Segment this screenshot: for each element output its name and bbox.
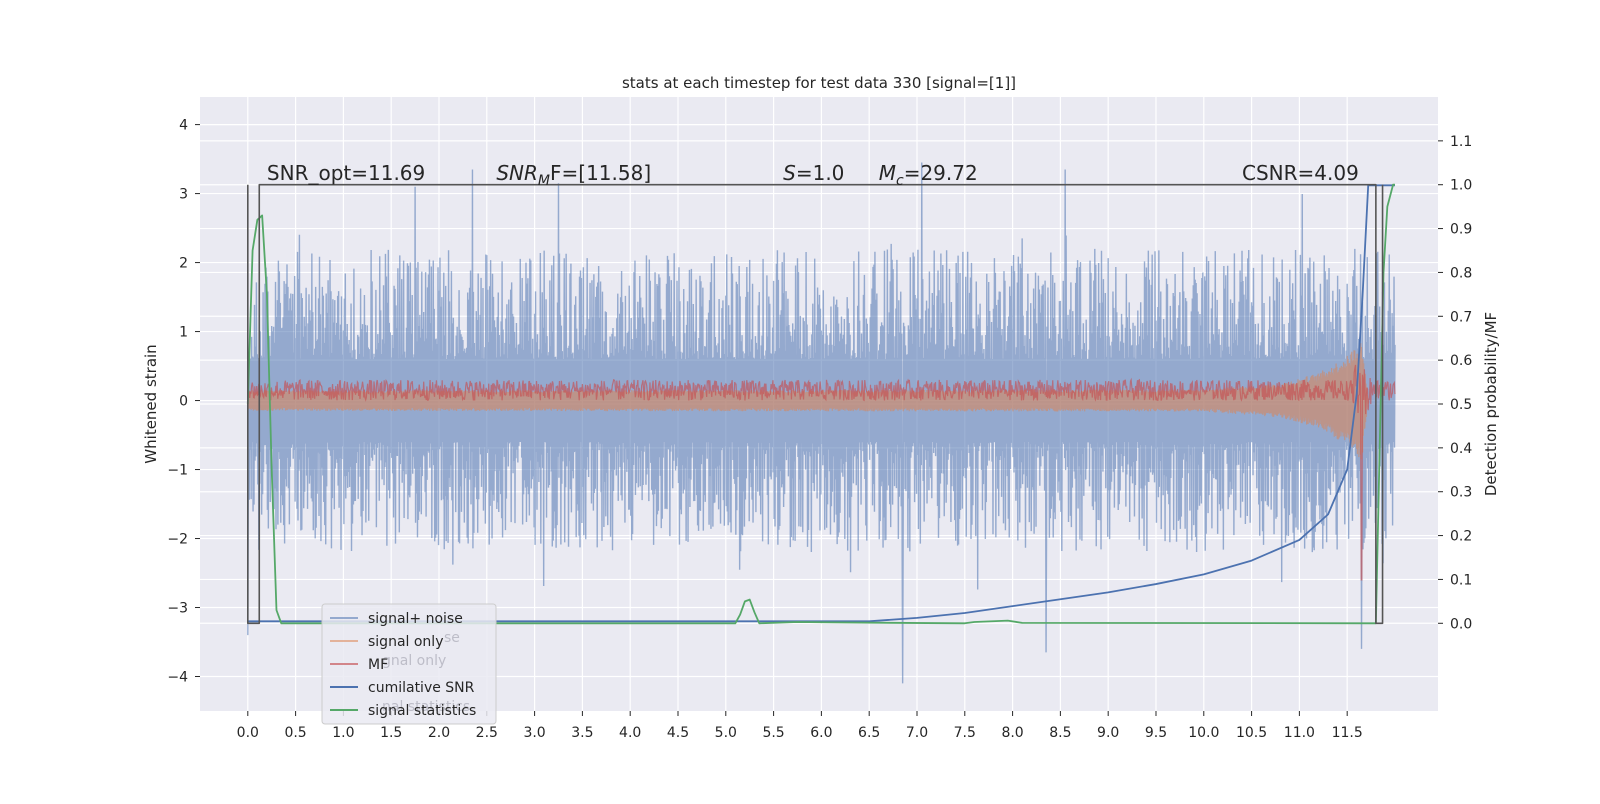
x-tick-label: 10.0 bbox=[1188, 725, 1219, 741]
annotation: SNR_opt=11.69 bbox=[267, 161, 425, 185]
x-tick-label: 3.0 bbox=[523, 725, 545, 741]
y2-tick-label: 0.2 bbox=[1450, 529, 1472, 545]
x-tick-label: 6.0 bbox=[810, 725, 832, 741]
x-tick-label: 1.5 bbox=[380, 725, 402, 741]
series-signal-noise-line bbox=[247, 162, 1396, 684]
y2-tick-label: 0.0 bbox=[1450, 616, 1472, 632]
y-axis-label: Whitened strain bbox=[142, 344, 160, 463]
x-tick-label: 1.0 bbox=[332, 725, 354, 741]
legend-ghost-label: gnal only bbox=[382, 653, 446, 669]
y-tick-labels: 4 3 2 1 0 −1 −2 −3 −4 bbox=[167, 118, 200, 686]
y2-tick-label: 0.5 bbox=[1450, 397, 1472, 413]
x-tick-label: 2.0 bbox=[428, 725, 450, 741]
data-layer bbox=[246, 162, 1396, 684]
y-tick-label: 3 bbox=[179, 187, 188, 203]
y-tick-label: −3 bbox=[167, 601, 188, 617]
series-signal-statistics-line bbox=[246, 183, 1395, 625]
legend-ghost-label: nal statistics bbox=[382, 699, 470, 715]
x-tick-label: 0.0 bbox=[237, 725, 259, 741]
legend-label: cumilative SNR bbox=[368, 680, 475, 696]
y2-tick-label: 1.0 bbox=[1450, 178, 1472, 194]
x-tick-label: 2.5 bbox=[476, 725, 498, 741]
x-tick-label: 9.0 bbox=[1097, 725, 1119, 741]
x-tick-label: 7.0 bbox=[906, 725, 928, 741]
x-tick-label: 0.5 bbox=[284, 725, 306, 741]
legend-label: signal only bbox=[368, 634, 443, 650]
y-tick-label: 0 bbox=[179, 394, 188, 410]
x-tick-labels: 0.0 0.5 1.0 1.5 2.0 2.5 3.0 3.5 4.0 4.5 5.0 5.5 6.0 6… bbox=[237, 711, 1363, 741]
y2-axis-label: Detection probability/MF bbox=[1482, 312, 1500, 496]
annotation: SNRMF=[11.58] bbox=[496, 161, 651, 189]
series-cumulative-snr-line bbox=[247, 184, 1395, 623]
x-tick-label: 4.0 bbox=[619, 725, 641, 741]
series-step-line bbox=[247, 183, 1384, 625]
y2-tick-label: 0.3 bbox=[1450, 485, 1472, 501]
y-tick-label: −1 bbox=[167, 463, 188, 479]
legend-label: signal statistics bbox=[368, 703, 476, 719]
x-tick-label: 5.5 bbox=[762, 725, 784, 741]
legend-ghost-label: se bbox=[444, 630, 460, 646]
legend-box bbox=[321, 603, 497, 725]
y-tick-label: −2 bbox=[167, 532, 188, 548]
series-mf-line bbox=[247, 364, 1396, 581]
x-tick-label: 8.0 bbox=[1001, 725, 1023, 741]
y-tick-label: −4 bbox=[167, 670, 188, 686]
y-tick-label: 2 bbox=[179, 256, 188, 272]
y2-tick-label: 0.1 bbox=[1450, 572, 1472, 588]
x-tick-label: 11.5 bbox=[1332, 725, 1363, 741]
y2-tick-label: 0.8 bbox=[1450, 265, 1472, 281]
y2-tick-label: 1.1 bbox=[1450, 134, 1472, 150]
x-tick-label: 5.0 bbox=[715, 725, 737, 741]
x-tick-label: 4.5 bbox=[667, 725, 689, 741]
x-tick-label: 11.0 bbox=[1284, 725, 1315, 741]
y2-tick-label: 0.4 bbox=[1450, 441, 1472, 457]
x-tick-label: 8.5 bbox=[1049, 725, 1071, 741]
x-tick-label: 6.5 bbox=[858, 725, 880, 741]
x-tick-label: 3.5 bbox=[571, 725, 593, 741]
y2-tick-label: 0.7 bbox=[1450, 309, 1472, 325]
legend-label: MF bbox=[368, 657, 388, 673]
legend: se gnal only nal statistics signal+ noise si… bbox=[321, 603, 497, 725]
y2-tick-label: 0.9 bbox=[1450, 222, 1472, 238]
y-tick-label: 4 bbox=[179, 118, 188, 134]
x-tick-label: 10.5 bbox=[1236, 725, 1267, 741]
annotations: SNR_opt=11.69 SNRMF=[11.58] S=1.0 Mc=29.72 C… bbox=[267, 161, 1359, 189]
x-tick-label: 9.5 bbox=[1145, 725, 1167, 741]
x-tick-label: 7.5 bbox=[954, 725, 976, 741]
y-tick-label: 1 bbox=[179, 325, 188, 341]
y2-tick-labels: 1.1 1.0 0.9 0.8 0.7 0.6 0.5 0.4 0.3 0.2 0.1 0.0 bbox=[1438, 134, 1472, 632]
annotation: Mc=29.72 bbox=[879, 161, 978, 189]
y2-tick-label: 0.6 bbox=[1450, 353, 1472, 369]
annotation: S=1.0 bbox=[783, 161, 844, 185]
legend-label: signal+ noise bbox=[368, 611, 463, 627]
chart-title: stats at each timestep for test data 330… bbox=[622, 74, 1016, 92]
annotation: CSNR=4.09 bbox=[1242, 161, 1359, 185]
